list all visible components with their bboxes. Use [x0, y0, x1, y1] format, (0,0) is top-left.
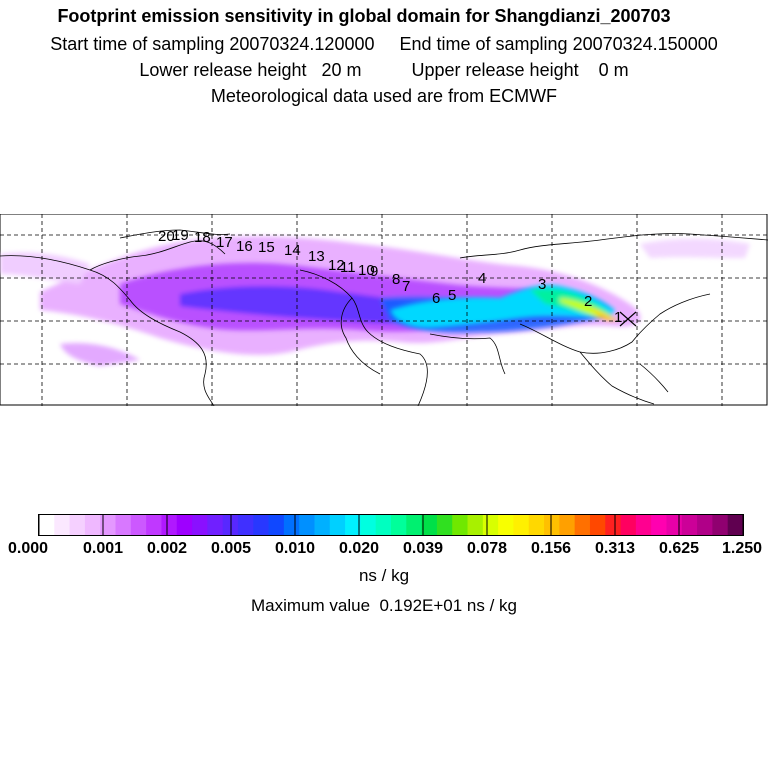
- plume-high: [390, 284, 618, 328]
- colorbar-tick-label: 0.010: [274, 540, 316, 557]
- trajectory-label: 20: [158, 228, 175, 245]
- colorbar-swatch: [436, 515, 453, 535]
- trajectory-label: 19: [172, 227, 189, 244]
- colorbar-swatch: [130, 515, 147, 535]
- colorbar-swatch: [513, 515, 530, 535]
- colorbar-swatch: [314, 515, 331, 535]
- trajectory-label: 6: [432, 290, 440, 307]
- colorbar-swatch: [69, 515, 86, 535]
- colorbar-tick-label: 0.078: [466, 540, 508, 557]
- colorbar-swatch: [574, 515, 591, 535]
- colorbar-swatch: [498, 515, 514, 535]
- trajectory-label: 14: [284, 242, 301, 259]
- colorbar-unit: ns / kg: [358, 566, 410, 585]
- colorbar-swatch: [666, 515, 683, 535]
- trajectory-label: 11: [340, 259, 356, 276]
- colorbar-tick-label: 0.625: [658, 540, 700, 557]
- colorbar-swatch: [329, 515, 346, 535]
- colorbar-swatch: [146, 515, 162, 535]
- trajectory-label: 17: [216, 234, 233, 251]
- lat-lon-grid: [0, 214, 768, 406]
- colorbar-swatch: [299, 515, 315, 535]
- colorbar-swatch: [207, 515, 224, 535]
- trajectory-label: 18: [194, 229, 211, 246]
- colorbar-swatch: [605, 515, 622, 535]
- colorbar-tick-label: 0.020: [338, 540, 380, 557]
- colorbar-swatch: [161, 515, 178, 535]
- trajectory-label: 4: [478, 270, 486, 287]
- trajectory-label: 5: [448, 287, 456, 304]
- colorbar-tick-label: 0.000: [7, 540, 49, 557]
- colorbar-swatch: [482, 515, 499, 535]
- colorbar-tick-label: 0.001: [82, 540, 124, 557]
- colorbar-swatch: [727, 515, 743, 535]
- colorbar-tick-label: 1.250: [721, 540, 763, 557]
- sampling-time-text: Start time of sampling 20070324.120000 E…: [50, 34, 718, 54]
- colorbar-swatch: [528, 515, 545, 535]
- receptor-cross-icon: [619, 311, 637, 327]
- colorbar-swatch: [253, 515, 270, 535]
- trajectory-label: 16: [236, 238, 253, 255]
- colorbar-swatch: [360, 515, 377, 535]
- colorbar-swatch: [697, 515, 713, 535]
- colorbar-tick-label: 0.039: [402, 540, 444, 557]
- colorbar-swatch: [100, 515, 117, 535]
- colorbar-tick-label: 0.313: [594, 540, 636, 557]
- trajectory-label: 8: [392, 271, 400, 288]
- trajectory-label: 13: [308, 248, 325, 265]
- colorbar-swatch: [406, 515, 423, 535]
- trajectory-label: 2: [584, 293, 592, 310]
- colorbar-swatch: [620, 515, 637, 535]
- colorbar-swatch: [84, 515, 101, 535]
- figure-title: Footprint emission sensitivity in global…: [57, 6, 671, 26]
- colorbar-swatch: [651, 515, 667, 535]
- maximum-value-text: Maximum value 0.192E+01 ns / kg: [251, 596, 517, 615]
- colorbar-swatch: [375, 515, 392, 535]
- release-height-text: Lower release height 20 m Upper release …: [139, 60, 629, 80]
- colorbar-swatch: [176, 515, 193, 535]
- colorbar-swatch: [452, 515, 469, 535]
- colorbar-tick-label: 0.005: [210, 540, 252, 557]
- colorbar-swatch: [283, 515, 300, 535]
- coastlines: [0, 229, 768, 406]
- colorbar-swatch: [237, 515, 254, 535]
- trajectory-label: 7: [402, 278, 410, 295]
- colorbar-swatch: [712, 515, 729, 535]
- colorbar-tick-label: 0.156: [530, 540, 572, 557]
- trajectory-label: 10: [358, 262, 375, 279]
- colorbar-swatch: [589, 515, 606, 535]
- colorbar-swatch: [345, 515, 361, 535]
- colorbar-swatch: [39, 515, 55, 535]
- trajectory-label: 9: [370, 263, 378, 280]
- colorbar-swatch: [467, 515, 484, 535]
- trajectory-label: 15: [258, 239, 275, 256]
- trajectory-label: 3: [538, 276, 546, 293]
- colorbar-swatch: [635, 515, 652, 535]
- trajectory-label: 12: [328, 257, 345, 274]
- trajectory-label: 1: [614, 309, 622, 326]
- colorbar-swatch: [268, 515, 285, 535]
- colorbar-tick-label: 0.002: [146, 540, 188, 557]
- colorbar-swatch: [544, 515, 560, 535]
- colorbar-swatch: [54, 515, 71, 535]
- colorbar-swatch: [421, 515, 438, 535]
- colorbar-swatch: [391, 515, 407, 535]
- colorbar-swatch: [681, 515, 698, 535]
- colorbar-swatch: [192, 515, 208, 535]
- colorbar-swatch: [115, 515, 132, 535]
- meteo-source-text: Meteorological data used are from ECMWF: [210, 86, 558, 106]
- colorbar-swatch: [559, 515, 576, 535]
- colorbar: [38, 514, 744, 536]
